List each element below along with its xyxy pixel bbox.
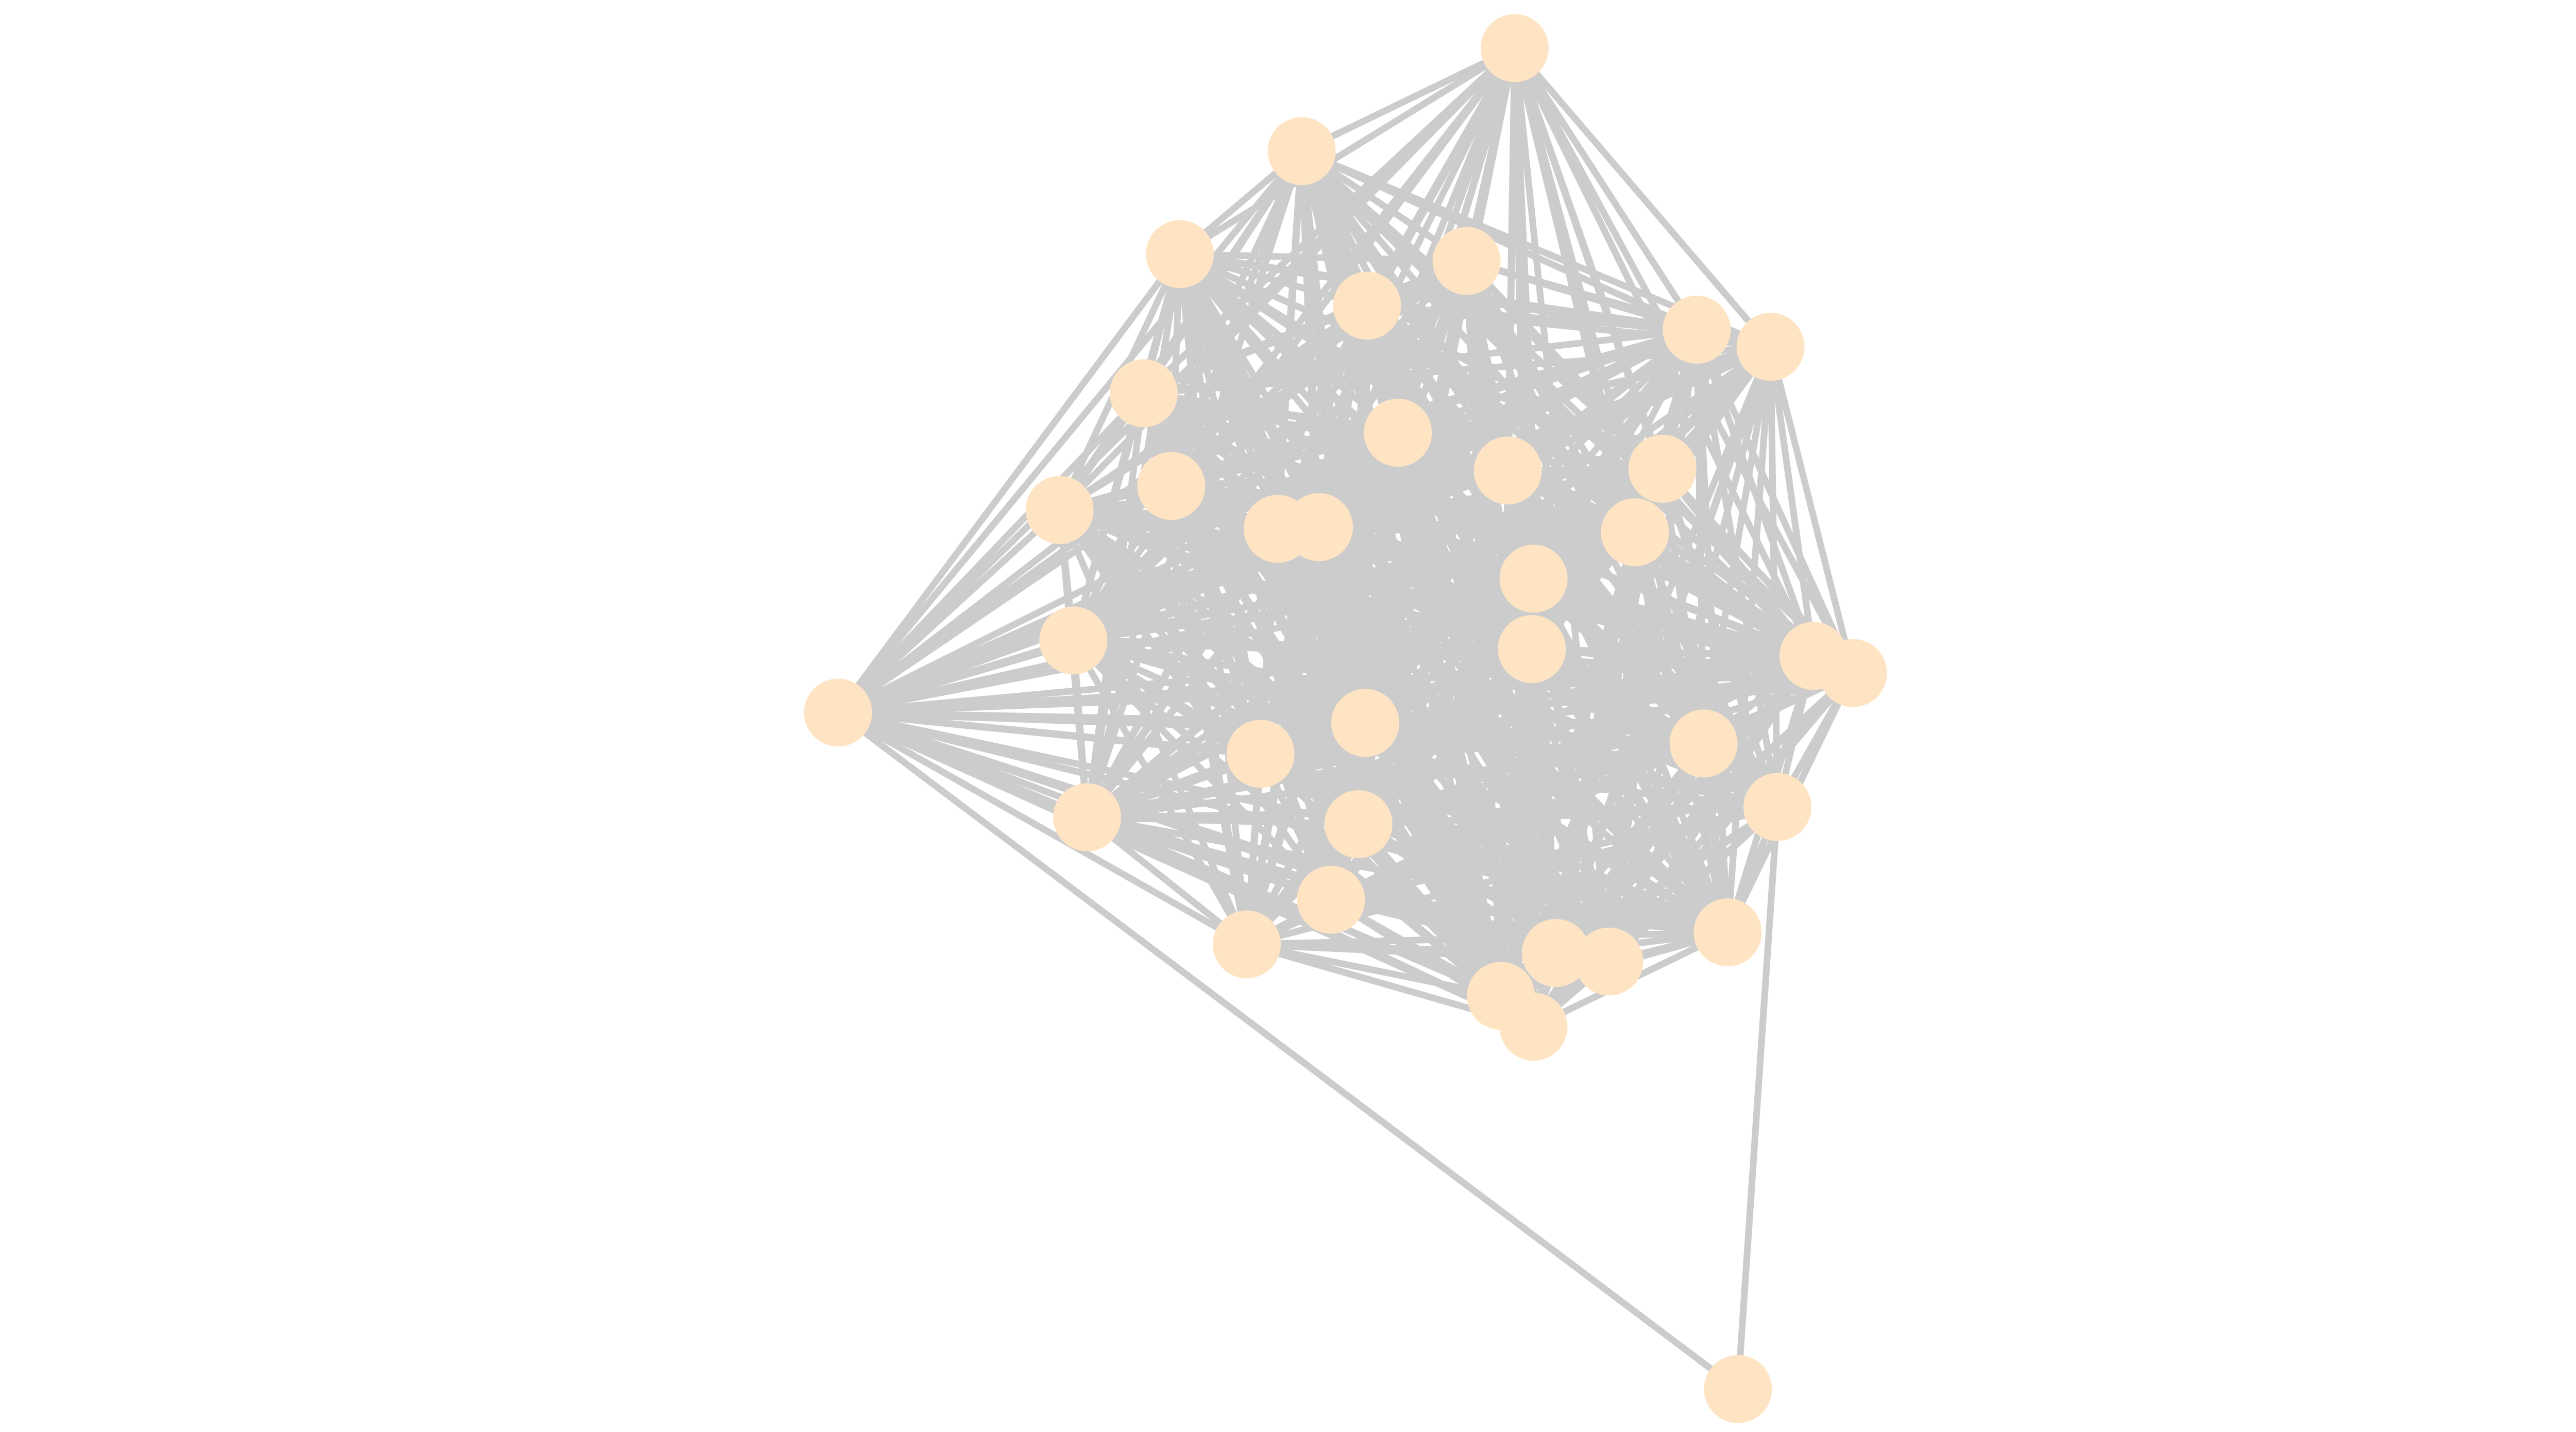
graph-node [1499, 993, 1568, 1061]
graph-node [1324, 790, 1393, 858]
edge [1274, 528, 1334, 900]
edge [1300, 45, 1516, 155]
edge [1767, 346, 1856, 674]
graph-node [1137, 452, 1206, 520]
edge [836, 710, 1740, 1392]
edge [1358, 804, 1778, 828]
edge [1363, 720, 1730, 935]
edge [1087, 814, 1359, 828]
graph-node [1499, 544, 1568, 613]
edge [1274, 527, 1362, 825]
graph-node [1226, 720, 1295, 788]
edge [1260, 740, 1704, 757]
edge [1087, 740, 1704, 821]
graph-node [1481, 14, 1549, 82]
edge [1767, 347, 1781, 807]
edge [1246, 941, 1502, 999]
edge [1178, 45, 1517, 257]
nodes-layer [804, 14, 1887, 1423]
graph-node [1285, 493, 1353, 561]
graph-node [1025, 476, 1094, 544]
edge [837, 529, 1636, 716]
graph-node [1053, 783, 1121, 851]
edge [836, 709, 1249, 947]
edge [1084, 814, 1249, 947]
graph-node [1039, 606, 1108, 675]
graph-node [1110, 359, 1178, 428]
graph-node [1213, 910, 1281, 979]
graph-node [1364, 399, 1432, 467]
graph-node [1432, 227, 1501, 295]
edge [837, 709, 1611, 965]
edge [835, 252, 1183, 715]
edge [1143, 326, 1698, 397]
graph-node [1473, 436, 1542, 505]
graph-node [1297, 865, 1365, 934]
edge [1330, 896, 1728, 936]
graph-node [1498, 615, 1566, 683]
graph-node [1693, 898, 1762, 966]
edge [835, 149, 1304, 715]
edge [1246, 929, 1728, 948]
edge [1171, 482, 1635, 536]
graph-node [1819, 639, 1887, 707]
graph-node [804, 678, 872, 747]
edge [1086, 814, 1728, 936]
graph-node [1267, 117, 1336, 185]
graph-node [1628, 435, 1697, 503]
graph-node [1333, 271, 1401, 340]
graph-node [1669, 709, 1738, 778]
edge [837, 637, 1075, 716]
edge [1259, 751, 1729, 936]
graph-node [1575, 927, 1643, 996]
graph-node [1736, 313, 1805, 381]
edge [838, 670, 1853, 716]
edge [838, 645, 1532, 716]
graph-node [1601, 498, 1669, 567]
graph-node [1663, 296, 1731, 364]
edge [1767, 346, 1817, 657]
edge [1734, 807, 1781, 1390]
edge [1512, 46, 1773, 349]
edge [1057, 508, 1334, 902]
graph-node [1331, 689, 1399, 757]
graph-node [1704, 1355, 1772, 1423]
edge [1365, 719, 1704, 747]
edge [1357, 821, 1729, 936]
graph-node [1146, 220, 1214, 288]
edge [836, 507, 1062, 715]
graph-node [1743, 773, 1811, 841]
edge [1073, 575, 1534, 644]
edge [1318, 523, 1635, 536]
graph-node [1522, 919, 1590, 987]
edge [1143, 343, 1771, 397]
edge [1142, 302, 1368, 397]
edge [835, 390, 1146, 715]
edge [1512, 46, 1700, 332]
edge [1179, 250, 1467, 265]
edge [1260, 750, 1778, 811]
edges-layer [835, 45, 1856, 1392]
